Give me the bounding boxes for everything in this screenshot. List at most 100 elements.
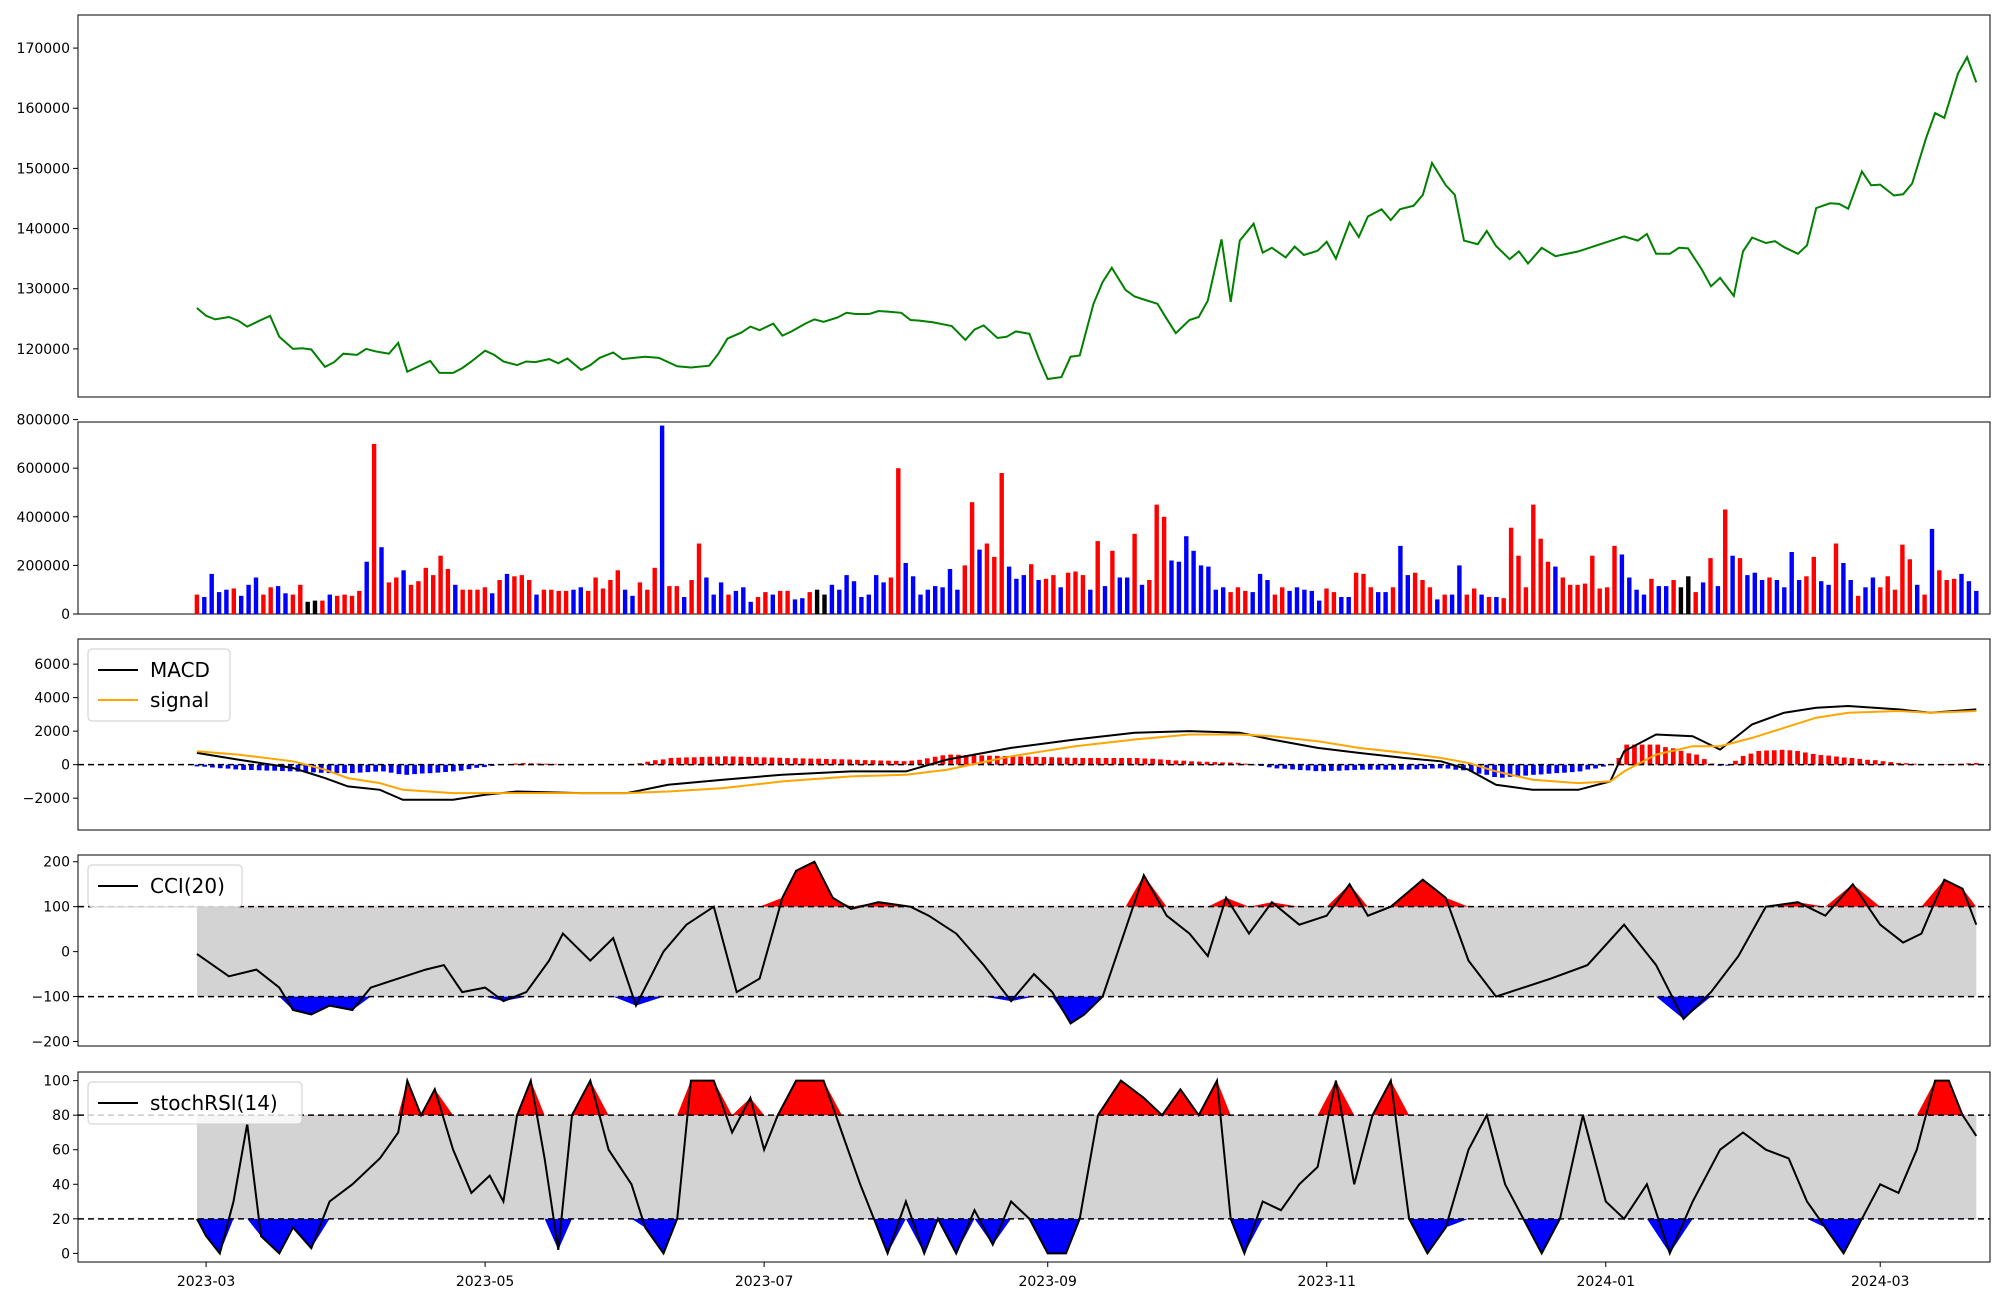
volume-bar bbox=[1878, 587, 1883, 614]
volume-bar bbox=[1021, 575, 1026, 614]
volume-bar bbox=[645, 589, 650, 614]
volume-bar bbox=[1464, 594, 1469, 614]
macd-hist-bar bbox=[1632, 744, 1637, 765]
x-tick-label: 2023-05 bbox=[456, 1274, 515, 1290]
volume-bar bbox=[1752, 572, 1757, 614]
cci-panel: −200 −100 0 100 200 CCI(20) bbox=[32, 854, 1991, 1051]
volume-bar bbox=[1700, 582, 1706, 614]
volume-bar bbox=[202, 597, 207, 614]
macd-hist-bar bbox=[1010, 756, 1016, 765]
macd-hist-bar bbox=[1888, 762, 1894, 765]
macd-hist-bar bbox=[552, 763, 557, 765]
volume-bar bbox=[556, 590, 561, 614]
volume-bar bbox=[637, 582, 643, 614]
y-tick-label: −2000 bbox=[23, 791, 70, 807]
macd-hist-bar bbox=[482, 764, 487, 768]
volume-bar bbox=[940, 587, 945, 614]
macd-hist-bar bbox=[886, 760, 891, 765]
volume-bar bbox=[1671, 580, 1676, 614]
volume-bar bbox=[401, 570, 406, 614]
macd-hist-bar bbox=[388, 764, 394, 773]
volume-bar bbox=[194, 594, 200, 614]
volume-bar bbox=[1427, 587, 1433, 614]
volume-bar bbox=[1641, 594, 1647, 614]
macd-hist-bar bbox=[1220, 762, 1225, 765]
volume-bar bbox=[1966, 581, 1972, 614]
macd-hist-bar bbox=[1095, 758, 1101, 765]
volume-bar bbox=[512, 576, 517, 614]
volume-bar bbox=[1900, 544, 1905, 614]
macd-hist-bar bbox=[1181, 760, 1187, 765]
macd-hist-bar bbox=[1865, 759, 1870, 765]
volume-bar bbox=[534, 594, 539, 614]
volume-bar bbox=[881, 582, 886, 614]
volume-bar bbox=[1959, 573, 1964, 614]
volume-bar bbox=[741, 587, 746, 614]
macd-hist-bar bbox=[816, 758, 821, 765]
y-tick-label: 400000 bbox=[17, 510, 70, 526]
y-tick-label: 6000 bbox=[34, 657, 70, 673]
volume-bar bbox=[1420, 580, 1425, 614]
volume-bar bbox=[837, 589, 842, 614]
volume-bar bbox=[1730, 555, 1735, 614]
macd-hist-bar bbox=[1437, 764, 1443, 769]
volume-bar bbox=[652, 567, 657, 614]
volume-bar bbox=[549, 589, 554, 614]
macd-hist-bar bbox=[1119, 758, 1124, 765]
volume-bar bbox=[1479, 594, 1484, 614]
macd-hist-bar bbox=[1476, 764, 1482, 774]
macd-hist-bar bbox=[1826, 755, 1831, 765]
volume-bar bbox=[1110, 550, 1115, 614]
macd-hist-bar bbox=[1468, 764, 1474, 772]
volume-bar bbox=[1745, 575, 1750, 614]
macd-hist-bar bbox=[1282, 764, 1288, 769]
macd-hist-bar bbox=[956, 754, 961, 765]
volume-bar bbox=[371, 443, 377, 614]
macd-hist-bar bbox=[1647, 744, 1653, 765]
volume-bar bbox=[1287, 590, 1292, 614]
volume-bar bbox=[1368, 587, 1373, 614]
volume-bar bbox=[1796, 580, 1802, 614]
macd-hist-bar bbox=[326, 764, 332, 774]
legend-label: signal bbox=[150, 688, 209, 712]
volume-bar bbox=[1723, 509, 1728, 614]
macd-hist-bar bbox=[1057, 757, 1062, 765]
volume-bar bbox=[925, 589, 930, 614]
macd-hist-bar bbox=[1841, 757, 1847, 765]
overbought-fill bbox=[196, 861, 1977, 907]
volume-bar bbox=[519, 575, 524, 614]
macd-hist-bar bbox=[1189, 761, 1194, 765]
volume-bar bbox=[704, 577, 709, 614]
macd-hist-bar bbox=[878, 760, 884, 765]
macd-hist-bar bbox=[1857, 758, 1863, 765]
volume-bar bbox=[1508, 527, 1514, 614]
volume-bar bbox=[1132, 533, 1137, 614]
volume-bar bbox=[209, 573, 214, 614]
macd-hist-bar bbox=[963, 755, 969, 765]
macd-hist-bar bbox=[1134, 758, 1140, 765]
volume-bar bbox=[682, 597, 687, 614]
volume-bar bbox=[955, 589, 960, 614]
volume-bar bbox=[1774, 580, 1780, 614]
macd-hist-bar bbox=[746, 756, 751, 765]
volume-bar bbox=[423, 567, 428, 614]
macd-hist-bar bbox=[1787, 750, 1793, 765]
volume-bar bbox=[586, 590, 591, 614]
volume-bar bbox=[1280, 587, 1285, 614]
volume-bar bbox=[1147, 580, 1152, 614]
volume-bar bbox=[408, 584, 414, 614]
macd-hist-bar bbox=[1500, 764, 1505, 778]
volume-bar bbox=[1051, 575, 1056, 614]
legend-label: CCI(20) bbox=[150, 874, 225, 898]
macd-hist-bar bbox=[303, 764, 309, 772]
volume-bar bbox=[1353, 572, 1359, 614]
volume-bar bbox=[1686, 576, 1691, 614]
macd-hist-bar bbox=[451, 764, 456, 772]
volume-bar bbox=[1235, 587, 1241, 614]
macd-hist-bar bbox=[979, 755, 985, 765]
volume-bar bbox=[246, 584, 251, 614]
legend-box bbox=[87, 1081, 303, 1125]
macd-hist-bar bbox=[855, 759, 860, 765]
macd-hist-bar bbox=[217, 764, 223, 769]
